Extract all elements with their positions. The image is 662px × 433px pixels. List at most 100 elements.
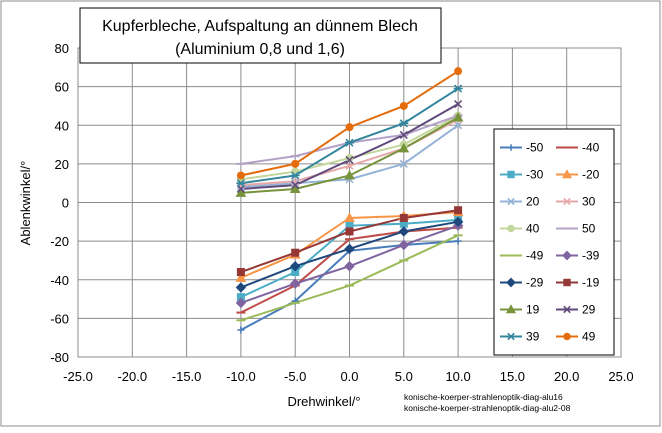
legend-entry: 50 <box>556 222 596 236</box>
data-point <box>235 272 247 282</box>
legend-entry: 49 <box>556 330 596 344</box>
x-tick-label: -10.0 <box>226 369 256 384</box>
legend-label: 29 <box>582 303 596 317</box>
data-point <box>452 112 464 122</box>
data-point <box>399 213 408 222</box>
data-point <box>398 239 410 251</box>
x-tick-label: 15.0 <box>500 369 525 384</box>
legend-entry: -30 <box>500 168 544 182</box>
y-tick-label: 60 <box>55 80 69 95</box>
x-tick-label: 10.0 <box>445 369 470 384</box>
data-point <box>236 179 246 188</box>
legend-label: 39 <box>526 330 540 344</box>
data-point <box>399 159 408 168</box>
data-point <box>345 154 354 163</box>
y-tick-label: -80 <box>50 350 69 365</box>
data-point <box>291 179 300 188</box>
x-axis-label: Drehwinkel/° <box>287 394 360 409</box>
y-tick-label: -60 <box>50 311 69 326</box>
legend-entry: -40 <box>556 141 600 155</box>
legend-label: 40 <box>526 222 540 236</box>
legend-entry: -50 <box>500 141 544 155</box>
y-tick-label: 0 <box>62 196 69 211</box>
x-tick-label: -5.0 <box>284 369 306 384</box>
legend-box <box>493 128 615 356</box>
data-point <box>291 181 300 190</box>
x-tick-label: -15.0 <box>172 369 202 384</box>
footnote-line2: konische-koerper-strahlenoptik-diag-alu2… <box>404 403 571 413</box>
legend-label: -49 <box>526 249 544 263</box>
y-tick-label: 80 <box>55 41 69 56</box>
data-point <box>290 171 300 180</box>
y-tick-label: -40 <box>50 273 69 288</box>
data-point <box>454 237 462 245</box>
x-tick-label: 5.0 <box>395 369 413 384</box>
data-point <box>236 268 245 277</box>
data-point <box>345 138 354 147</box>
data-point <box>345 227 354 236</box>
footnote-line1: konische-koerper-strahlenoptik-diag-alu1… <box>404 392 563 402</box>
data-point <box>345 123 354 132</box>
legend-entry: 29 <box>556 303 596 317</box>
data-point <box>344 169 355 180</box>
data-point <box>289 261 301 272</box>
data-point <box>291 248 300 257</box>
legend-label: 50 <box>582 222 596 236</box>
legend: -50 -40 -30 -20 20 30 40 50 -49 -39 -29 -19 19 29 39 49 <box>493 128 615 356</box>
legend-entry: -20 <box>556 168 600 182</box>
data-point <box>454 67 463 76</box>
legend-label: -40 <box>582 141 600 155</box>
data-point <box>452 216 464 228</box>
legend-label: -39 <box>582 249 600 263</box>
data-point <box>235 282 247 293</box>
y-axis-label: Ablenkwinkel/° <box>18 161 33 246</box>
legend-entry: -49 <box>500 249 544 263</box>
legend-label: 49 <box>582 330 596 344</box>
chart-title-line2: (Aluminium 0,8 und 1,6) <box>175 41 345 58</box>
chart-title-line1: Kupferbleche, Aufspaltung an dünnem Blec… <box>102 18 418 35</box>
y-tick-label: 20 <box>55 157 69 172</box>
legend-entry: 19 <box>500 303 540 317</box>
data-point <box>399 119 409 128</box>
data-point <box>454 99 463 109</box>
data-point <box>454 206 463 215</box>
data-point <box>237 326 245 334</box>
legend-entry: 20 <box>500 195 540 209</box>
x-tick-label: 25.0 <box>608 369 633 384</box>
axes: -80 -60 -40 -20 0 20 40 60 80 -25.0 -20.0 -15.0 -10.… <box>50 41 633 384</box>
x-tick-label: 20.0 <box>554 369 579 384</box>
data-point <box>398 142 410 153</box>
x-tick-label: -25.0 <box>63 369 93 384</box>
data-point <box>344 212 355 222</box>
legend-entry: -39 <box>556 249 600 263</box>
legend-label: -30 <box>526 168 544 182</box>
legend-entry: 30 <box>556 195 596 209</box>
data-point <box>289 278 301 289</box>
chart-title-box: Kupferbleche, Aufspaltung an dünnem Blec… <box>79 7 442 64</box>
legend-entry: 40 <box>500 222 540 236</box>
legend-label: 30 <box>582 195 596 209</box>
legend-entry: -19 <box>556 276 600 290</box>
data-point <box>291 159 300 168</box>
legend-entry: -29 <box>500 276 544 290</box>
legend-label: 19 <box>526 303 540 317</box>
data-point <box>398 226 410 237</box>
legend-label: -29 <box>526 276 544 290</box>
data-point <box>399 130 408 139</box>
legend-label: -19 <box>582 276 600 290</box>
legend-label: 20 <box>526 195 540 209</box>
legend-label: -20 <box>582 168 600 182</box>
series-markers <box>235 67 464 334</box>
data-point <box>453 84 463 93</box>
data-point <box>345 155 354 165</box>
data-point <box>344 243 355 255</box>
x-tick-label: -20.0 <box>117 369 147 384</box>
y-tick-label: -20 <box>50 234 69 249</box>
legend-entry: 39 <box>500 330 540 344</box>
x-tick-label: 0.0 <box>340 369 358 384</box>
legend-label: -50 <box>526 141 544 155</box>
data-point <box>344 261 355 272</box>
data-point <box>235 297 247 309</box>
